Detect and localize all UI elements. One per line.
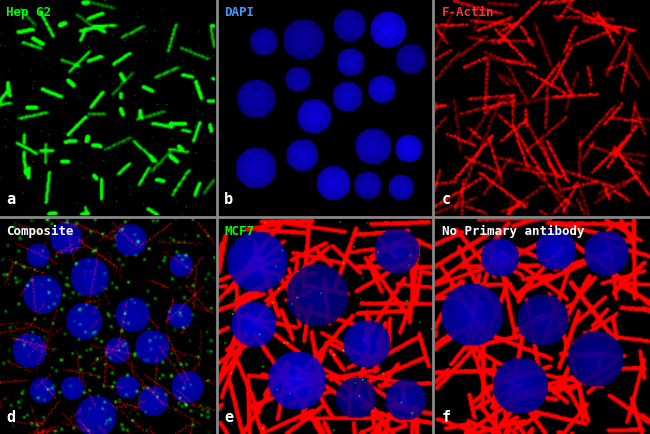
- Text: d: d: [6, 411, 16, 425]
- Text: Composite: Composite: [6, 225, 74, 238]
- Text: a: a: [6, 192, 16, 207]
- Text: DAPI: DAPI: [224, 7, 254, 20]
- Text: MCF7: MCF7: [224, 225, 254, 238]
- Text: b: b: [224, 192, 233, 207]
- Text: F-Actin: F-Actin: [442, 7, 495, 20]
- Text: Hep G2: Hep G2: [6, 7, 51, 20]
- Text: f: f: [442, 411, 451, 425]
- Text: c: c: [442, 192, 451, 207]
- Text: e: e: [224, 411, 233, 425]
- Text: No Primary antibody: No Primary antibody: [442, 225, 584, 238]
